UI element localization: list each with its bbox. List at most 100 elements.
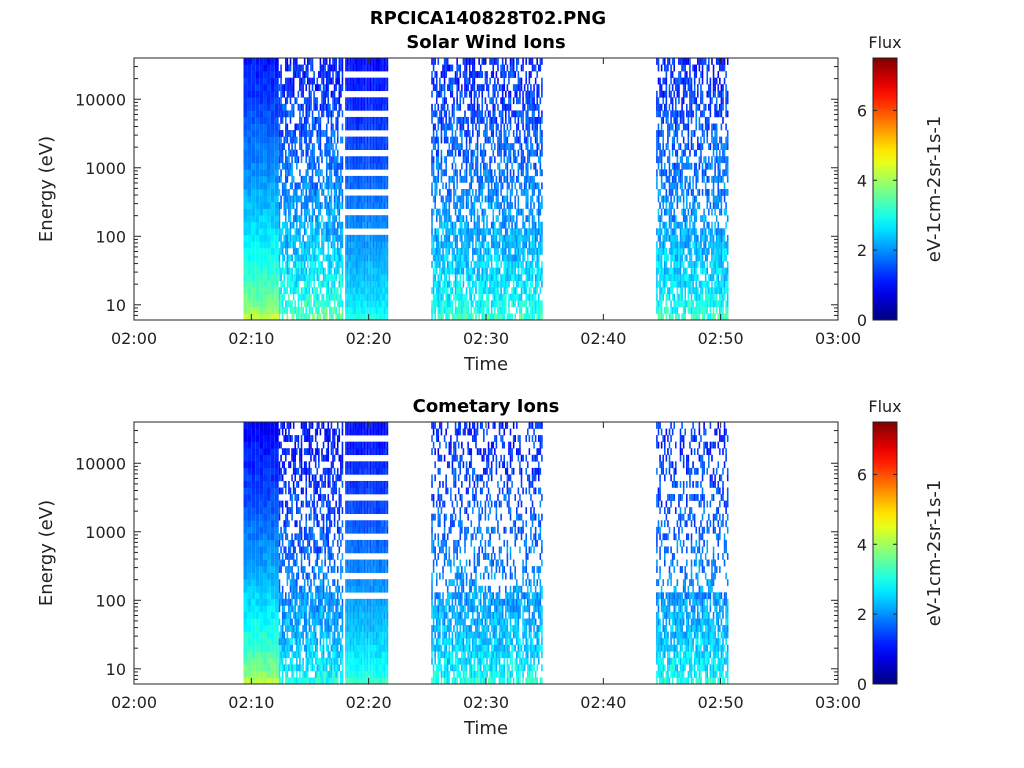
spectrogram-cell — [501, 241, 504, 249]
spectrogram-cell — [374, 182, 376, 190]
spectrogram-cell — [340, 84, 342, 92]
spectrogram-cell — [468, 162, 471, 170]
spectrogram-cell — [459, 228, 462, 236]
spectrogram-cell — [676, 77, 679, 85]
spectrogram-cell — [369, 143, 372, 150]
spectrogram-cell — [445, 195, 447, 203]
spectrogram-cell — [448, 280, 451, 288]
spectrogram-cell — [536, 261, 538, 268]
spectrogram-cell — [698, 247, 701, 255]
spectrogram-cell — [519, 300, 521, 308]
spectrogram-cell — [530, 58, 532, 65]
spectrogram-cell — [354, 306, 356, 314]
spectrogram-cell — [311, 287, 314, 295]
spectrogram-cell — [448, 123, 451, 131]
spectrogram-cell — [533, 306, 535, 314]
spectrogram-cell — [385, 313, 387, 321]
spectrogram-cell — [461, 116, 463, 124]
spectrogram-cell — [503, 77, 506, 85]
spectrogram-cell — [454, 169, 457, 177]
spectrogram-cell — [516, 90, 518, 98]
spectrogram-cell — [698, 189, 701, 196]
spectrogram-cell — [335, 195, 337, 203]
spectrogram-cell — [294, 254, 297, 262]
spectrogram-cell — [340, 156, 342, 164]
spectrogram-cell — [332, 103, 334, 111]
spectrogram-cell — [687, 84, 690, 92]
spectrogram-cell — [288, 234, 290, 242]
spectrogram-cell — [462, 247, 465, 255]
spectrogram-cell — [528, 77, 531, 85]
spectrogram-cell — [501, 313, 504, 321]
spectrogram-cell — [492, 293, 495, 301]
spectrogram-cell — [520, 208, 523, 216]
spectrogram-cell — [255, 175, 260, 183]
spectrogram-cell — [247, 110, 252, 118]
spectrogram-cell — [431, 241, 433, 249]
spectrogram-cell — [285, 228, 287, 236]
spectrogram-cell — [330, 287, 333, 295]
spectrogram-cell — [313, 254, 315, 262]
spectrogram-cell — [308, 306, 311, 314]
spectrogram-cell — [318, 261, 320, 268]
spectrogram-cell — [442, 228, 444, 236]
spectrogram-cell — [327, 149, 330, 157]
spectrogram-cell — [340, 247, 342, 255]
spectrogram-cell — [490, 300, 493, 308]
spectrogram-cell — [341, 84, 344, 92]
spectrogram-cell — [289, 195, 292, 203]
spectrogram-cell — [281, 90, 284, 98]
spectrogram-cell — [538, 306, 540, 314]
spectrogram-cell — [539, 189, 542, 196]
spectrogram-cell — [668, 149, 671, 157]
spectrogram-cell — [375, 267, 378, 275]
spectrogram-cell — [501, 300, 504, 308]
spectrogram-cell — [443, 274, 446, 281]
spectrogram-cell — [278, 247, 281, 255]
spectrogram-cell — [259, 300, 264, 308]
spectrogram-cell — [432, 306, 435, 314]
spectrogram-cell — [457, 261, 460, 268]
spectrogram-cell — [659, 143, 661, 150]
spectrogram-cell — [693, 162, 696, 170]
spectrogram-cell — [472, 189, 474, 196]
spectrogram-cell — [497, 149, 499, 157]
spectrogram-cell — [517, 254, 520, 262]
spectrogram-cell — [500, 156, 502, 164]
spectrogram-cell — [380, 84, 383, 92]
spectrogram-cell — [503, 175, 506, 183]
spectrogram-cell — [305, 182, 308, 190]
spectrogram-cell — [459, 149, 462, 157]
spectrogram-cell — [470, 306, 473, 314]
spectrogram-cell — [385, 136, 387, 144]
spectrogram-cell — [693, 84, 696, 92]
spectrogram-cell — [492, 267, 495, 275]
spectrogram-cell — [667, 195, 669, 203]
spectrogram-cell — [478, 267, 480, 275]
spectrogram-cell — [346, 261, 349, 268]
spectrogram-cell — [689, 234, 691, 242]
spectrogram-cell — [366, 103, 369, 111]
spectrogram-cell — [341, 306, 344, 314]
spectrogram-cell — [292, 247, 295, 255]
spectrogram-cell — [349, 267, 352, 275]
spectrogram-cell — [310, 58, 312, 65]
spectrogram-cell — [346, 300, 349, 308]
spectrogram-cell — [539, 156, 542, 164]
spectrogram-cell — [508, 97, 510, 105]
spectrogram-cell — [377, 234, 380, 242]
spectrogram-cell — [698, 313, 701, 321]
spectrogram-cell — [285, 306, 287, 314]
spectrogram-cell — [522, 169, 524, 177]
spectrogram-cell — [251, 221, 256, 229]
spectrogram-cell — [664, 162, 666, 170]
spectrogram-cell — [302, 202, 304, 209]
spectrogram-cell — [439, 306, 441, 314]
spectrogram-cell — [270, 130, 275, 137]
spectrogram-cell — [670, 261, 672, 268]
spectrogram-cell — [453, 221, 455, 229]
spectrogram-cell — [280, 267, 282, 275]
spectrogram-cell — [354, 300, 356, 308]
spectrogram-cell — [380, 58, 383, 65]
spectrogram-cell — [467, 123, 469, 131]
